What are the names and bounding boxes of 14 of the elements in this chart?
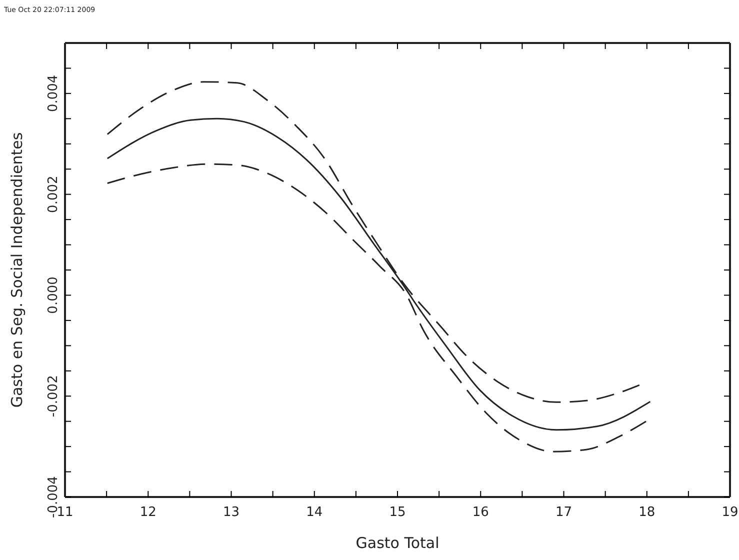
x-tick-label: 19 xyxy=(722,505,738,520)
x-tick-label: 12 xyxy=(140,505,156,520)
x-tick-label: 13 xyxy=(222,505,240,520)
x-axis-title: Gasto Total xyxy=(356,534,440,552)
x-tick-label: 14 xyxy=(306,505,323,520)
x-tick-label: 16 xyxy=(472,505,489,520)
y-tick-label: 0.002 xyxy=(46,176,61,213)
y-tick-label: -0.002 xyxy=(46,375,61,418)
x-tick-label: 15 xyxy=(389,505,406,520)
x-tick-label: 18 xyxy=(638,505,656,520)
x-tick-label: 17 xyxy=(555,505,572,520)
y-tick-label: 0.004 xyxy=(46,74,61,112)
y-tick-label: 0.000 xyxy=(46,276,61,314)
y-axis-title: Gasto en Seg. Social Independientes xyxy=(8,132,26,408)
